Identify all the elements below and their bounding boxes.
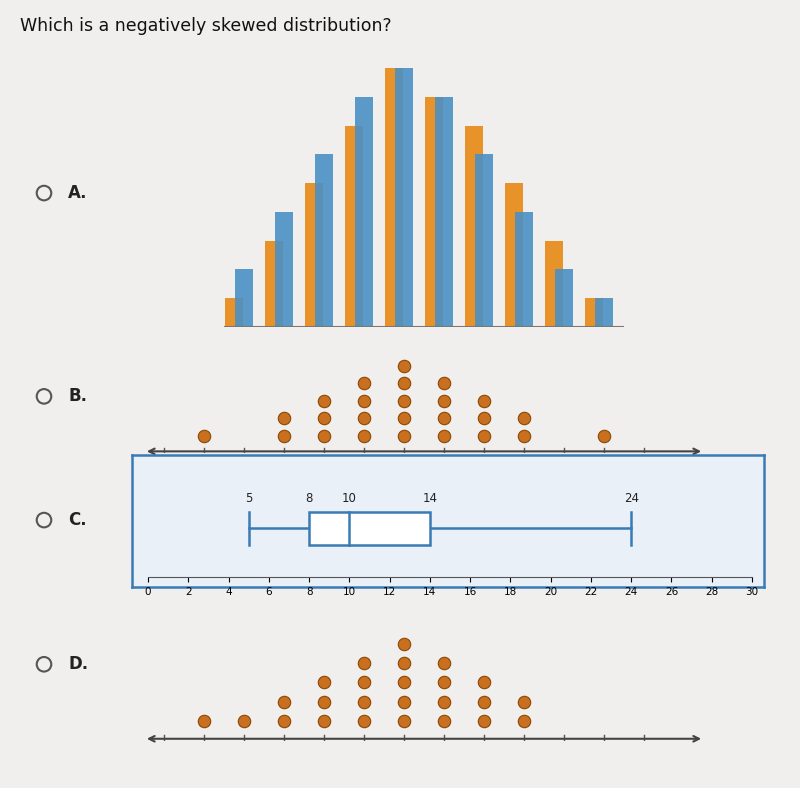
Point [518,412,530,425]
Point [318,696,330,708]
Point [318,676,330,689]
Point [478,429,490,442]
Text: 5: 5 [245,492,252,505]
Point [358,429,370,442]
Point [478,696,490,708]
Point [278,429,290,442]
Point [278,715,290,727]
Point [438,377,450,389]
Bar [235,269,253,327]
Point [438,715,450,727]
Point [358,656,370,669]
Point [358,412,370,425]
Point [398,359,410,372]
Bar [465,125,483,327]
Text: C.: C. [68,511,86,529]
Point [318,412,330,425]
Point [398,656,410,669]
Point [478,676,490,689]
Bar [315,154,333,327]
Point [278,696,290,708]
Text: 8: 8 [306,492,313,505]
Point [238,715,250,727]
Text: D.: D. [68,656,88,673]
Point [398,429,410,442]
Point [438,429,450,442]
Point [318,395,330,407]
Point [318,715,330,727]
Bar [355,97,373,327]
Text: 10: 10 [342,492,357,505]
Point [478,412,490,425]
Text: B.: B. [68,388,87,405]
Bar [265,240,283,327]
Point [438,656,450,669]
FancyBboxPatch shape [309,511,430,545]
Point [358,395,370,407]
Point [358,696,370,708]
Bar [515,212,533,327]
Point [398,715,410,727]
Point [358,377,370,389]
Bar [425,97,443,327]
Text: Which is a negatively skewed distribution?: Which is a negatively skewed distributio… [20,17,392,35]
Point [438,676,450,689]
Bar [345,125,363,327]
Bar [595,298,613,327]
Point [518,429,530,442]
Point [358,676,370,689]
Bar [305,183,323,327]
Bar [385,68,403,327]
Point [278,412,290,425]
Point [398,676,410,689]
Bar [275,212,293,327]
Point [398,377,410,389]
Point [598,429,610,442]
Point [438,696,450,708]
Point [398,395,410,407]
Bar [435,97,453,327]
Point [198,715,210,727]
Bar [505,183,523,327]
Point [438,412,450,425]
Text: A.: A. [68,184,87,202]
Point [358,715,370,727]
Point [398,696,410,708]
Text: 24: 24 [624,492,638,505]
Point [198,429,210,442]
Bar [475,154,493,327]
Point [318,429,330,442]
Point [518,715,530,727]
Bar [585,298,603,327]
Point [398,412,410,425]
Bar [225,298,243,327]
Point [438,395,450,407]
Point [518,696,530,708]
Bar [555,269,573,327]
Bar [545,240,563,327]
Bar [395,68,413,327]
Text: 14: 14 [422,492,438,505]
Point [478,395,490,407]
Point [398,637,410,650]
Point [478,715,490,727]
